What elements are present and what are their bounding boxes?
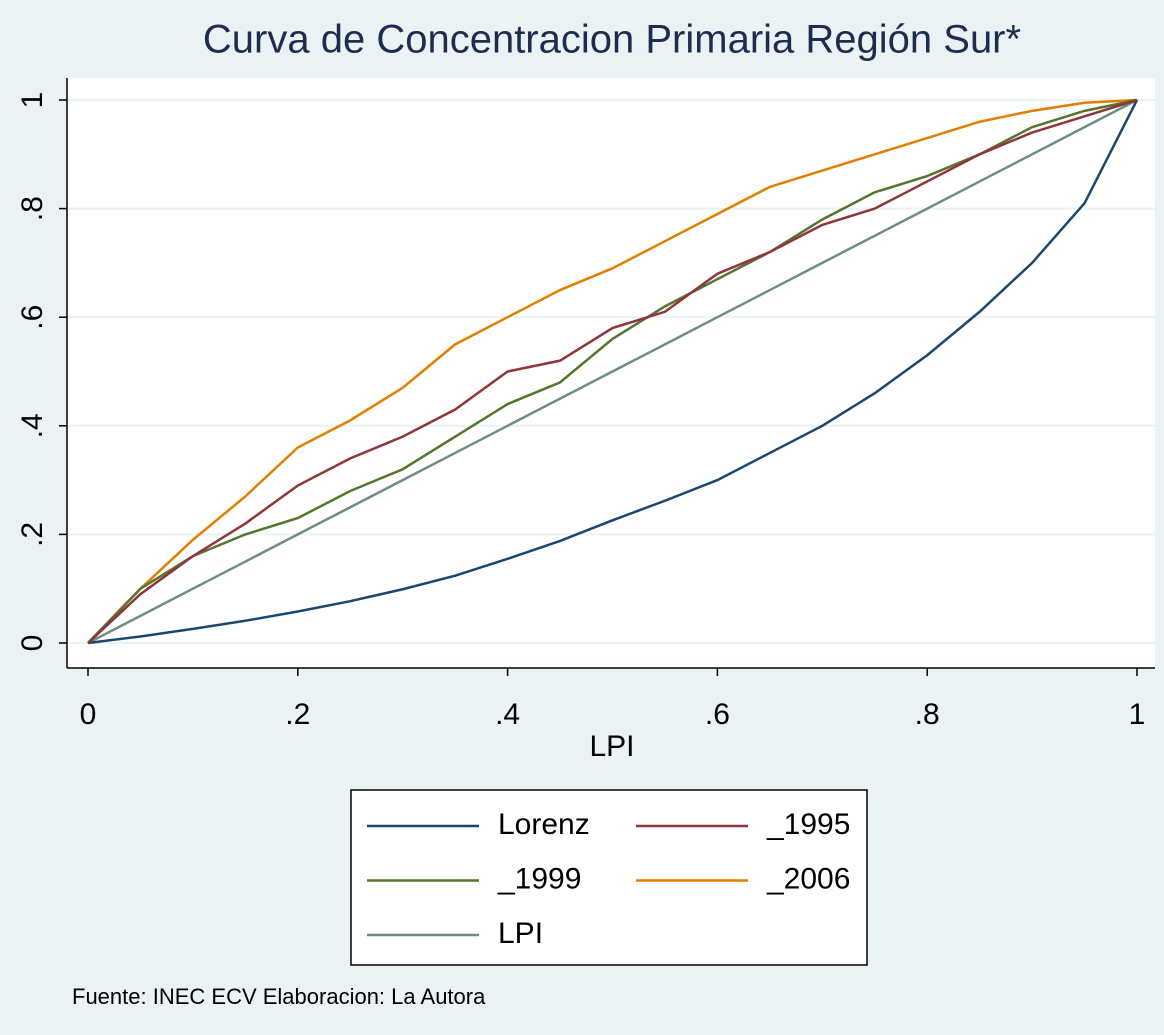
legend-label: Lorenz — [498, 808, 590, 841]
x-axis-label: LPI — [589, 730, 634, 763]
x-tick-label: 1 — [1129, 698, 1146, 731]
x-tick-label: .4 — [495, 698, 520, 731]
y-tick-label: .4 — [16, 413, 49, 438]
x-tick-label: .6 — [705, 698, 730, 731]
legend-label: _1995 — [766, 808, 850, 841]
series-line — [87, 99, 1139, 645]
series-line — [87, 98, 1138, 644]
x-tick-label: .2 — [285, 698, 310, 731]
y-tick-label: .2 — [16, 522, 49, 547]
series-line — [87, 98, 1138, 644]
legend-label: _2006 — [766, 862, 850, 895]
note: Fuente: INEC ECV Elaboracion: La Autora — [72, 984, 486, 1009]
x-tick-label: 0 — [80, 698, 97, 731]
legend-label: LPI — [498, 917, 543, 950]
chart-title: Curva de Concentracion Primaria Región S… — [203, 18, 1021, 62]
y-tick-label: 0 — [16, 635, 49, 652]
legend-label: _1999 — [497, 862, 581, 895]
y-tick-label: 1 — [16, 92, 49, 109]
x-tick-label: .8 — [915, 698, 940, 731]
y-tick-label: .6 — [16, 305, 49, 330]
series-line — [87, 98, 1138, 644]
y-tick-label: .8 — [16, 196, 49, 221]
series-line — [87, 98, 1138, 645]
